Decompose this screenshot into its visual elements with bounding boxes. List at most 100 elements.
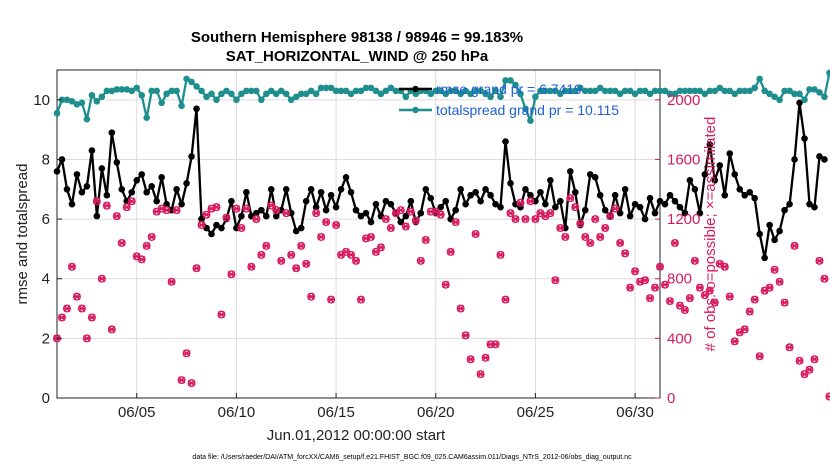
totalspread-point [83,115,91,123]
x-tick-label: 06/25 [517,404,555,421]
obs-count-point [332,221,341,230]
totalspread-point [98,93,106,101]
totalspread-point [542,87,549,95]
rmse-point [756,230,763,238]
obs-count-point [416,256,425,265]
obs-count-point [581,232,590,241]
totalspread-point [203,93,210,101]
obs-count-point [670,238,679,247]
obs-count-point [606,212,615,221]
obs-count-point [730,337,739,346]
y-right-tick-label: 800 [667,271,692,288]
totalspread-point [522,105,529,113]
rmse-point [507,180,514,187]
rmse-point [716,162,724,169]
obs-count-point [87,313,96,322]
rmse-point [163,200,170,208]
obs-count-point [282,209,291,218]
totalspread-point [621,87,629,95]
totalspread-point [133,84,141,92]
obs-count-point [272,206,281,215]
totalspread-point [806,86,813,93]
obs-count-point [631,267,640,276]
obs-count-point [481,353,490,362]
obs-count-point [665,297,674,306]
rmse-point [442,197,450,205]
rmse-point [452,206,459,214]
obs-count-point [287,250,296,259]
y-axis-label-right: # of obs: o=possible; ×=assimilated [702,117,719,352]
obs-count-point [516,198,525,207]
obs-count-point [327,295,336,304]
totalspread-point [661,87,669,95]
obs-count-point [651,283,660,292]
rmse-point [63,185,71,193]
obs-count-point [277,256,286,265]
rmse-point [801,135,808,142]
rmse-point [347,188,355,196]
rmse-point [173,185,180,193]
totalspread-point [517,90,524,98]
rmse-point [791,156,798,163]
totalspread-point [467,90,474,98]
y-right-tick-label: 1200 [667,211,700,228]
obs-count-point [800,370,809,379]
rmse-point [218,224,225,232]
totalspread-point [701,90,709,98]
legend: rmse grand pr = 6.7419 totalspread grand… [399,81,619,118]
rmse-point [228,197,235,205]
obs-count-point [57,313,66,322]
rmse-point [133,177,141,184]
rmse-point [472,188,479,196]
rmse-point [98,165,106,172]
obs-count-point [576,219,585,228]
obs-count-point [775,277,784,286]
obs-count-point [436,210,445,219]
obs-count-point [197,221,206,230]
totalspread-point [193,83,200,90]
obs-count-point [421,235,430,244]
obs-count-point [222,213,231,222]
obs-count-point [770,265,779,274]
obs-count-point [790,241,799,250]
obs-count-point [187,379,196,388]
obs-count-point [102,201,111,210]
rmse-point [661,200,669,208]
totalspread-point [118,86,126,93]
rmse-point [208,230,215,238]
legend-marker-rmse [412,85,419,93]
obs-count-point [252,215,261,224]
obs-count-point [242,204,251,213]
rmse-point [537,188,544,196]
x-axis-label: Jun.01,2012 00:00:00 start [267,427,446,444]
obs-count-point [466,355,475,364]
rmse-point [437,203,445,211]
totalspread-point [676,87,684,95]
totalspread-point [128,87,136,95]
rmse-point [387,200,395,208]
obs-count-point [496,250,505,259]
obs-count-point [312,209,321,218]
x-tick-label: 06/05 [118,404,156,421]
rmse-point [193,105,200,113]
rmse-point [542,200,549,208]
rmse-point [68,200,76,208]
totalspread-point [811,86,818,93]
obs-count-point [471,229,480,238]
rmse-point [621,185,629,193]
obs-count-point [142,241,151,250]
obs-count-point [825,392,830,401]
rmse-point [781,206,788,214]
rmse-point [103,191,111,199]
rmse-point [492,200,499,208]
obs-count-point [491,340,500,349]
totalspread-point [497,93,504,101]
ticks: 06/05 06/10 06/15 06/20 06/25 06/30 0 2 4 6 8 10 0 40… [33,92,700,421]
totalspread-point [681,87,689,95]
obs-count-point [591,215,600,224]
totalspread-point [153,87,160,95]
totalspread-point [576,84,584,92]
totalspread-point [791,90,798,98]
totalspread-point [342,87,350,95]
totalspread-point [53,109,61,117]
